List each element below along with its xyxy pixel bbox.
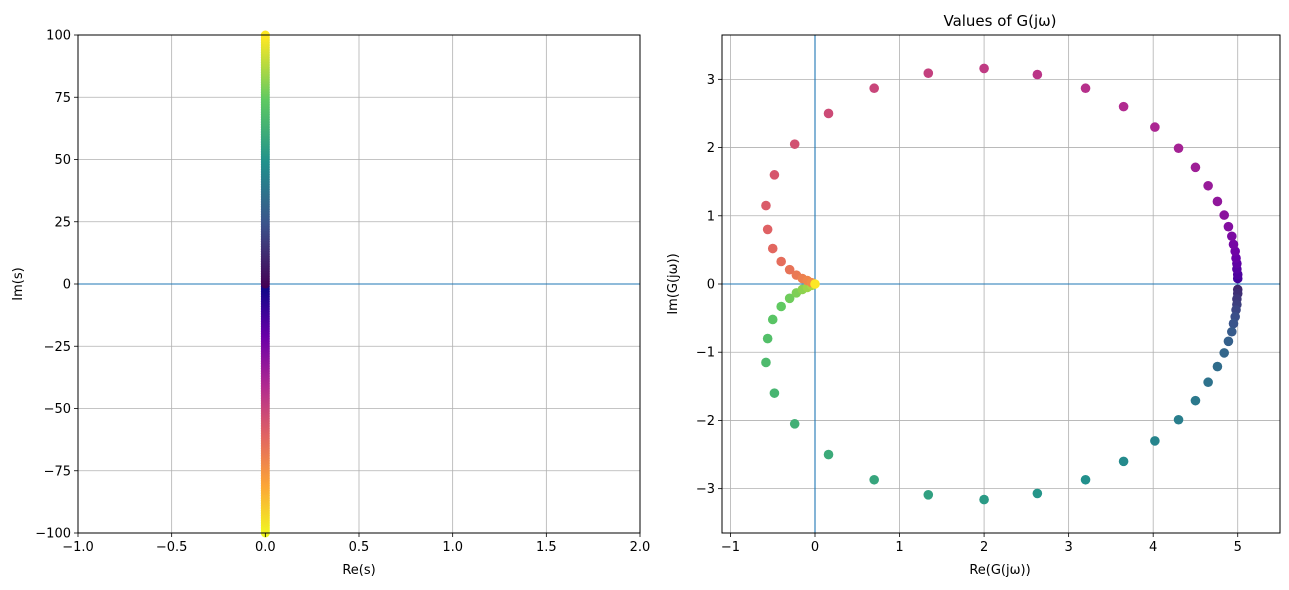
left-y-ticks: −100 −75 −50 −25 0 25 50 75 100: [35, 29, 78, 542]
right-point: [1223, 336, 1234, 347]
right-point: [1150, 436, 1160, 446]
right-point: [923, 68, 934, 79]
left-ytick-label: −75: [44, 464, 71, 479]
left-ytick-label: 100: [46, 29, 71, 44]
left-xtick-label: −1.0: [62, 540, 94, 555]
right-y-ticks: −3 −2 −1 0 1 2 3: [696, 73, 722, 497]
right-point: [869, 83, 879, 94]
right-point: [1173, 414, 1184, 425]
left-xtick-label: 0.0: [255, 540, 276, 555]
right-x-ticks: −1 0 1 2 3 4 5: [721, 533, 1242, 555]
right-point: [767, 243, 778, 254]
left-ytick-label: 75: [54, 91, 71, 106]
right-point: [1228, 239, 1239, 250]
right-point: [1203, 377, 1213, 388]
left-ytick-label: 50: [54, 153, 71, 168]
right-point: [1190, 162, 1201, 173]
left-ytick-label: −100: [35, 527, 71, 542]
right-point: [1118, 456, 1129, 467]
right-point: [869, 474, 879, 485]
right-point: [1227, 326, 1237, 337]
right-point: [776, 301, 786, 312]
right-point: [979, 494, 989, 505]
right-point: [1118, 101, 1129, 112]
right-point: [823, 449, 834, 460]
right-point: [1190, 395, 1201, 406]
right-xtick-label: 4: [1149, 540, 1157, 555]
right-ytick-label: 0: [707, 278, 715, 293]
right-point: [769, 388, 780, 398]
right-point: [784, 264, 795, 275]
left-ytick-label: −50: [44, 402, 71, 417]
right-point: [1080, 83, 1091, 94]
right-ytick-label: 3: [707, 73, 715, 88]
left-y-axis-label: Im(s): [11, 267, 26, 300]
right-point: [762, 224, 773, 235]
right-point: [762, 333, 773, 344]
right-point: [1032, 69, 1043, 80]
right-point: [1203, 180, 1213, 191]
right-point: [1227, 231, 1237, 242]
right-point: [923, 489, 934, 500]
left-xtick-label: 0.5: [349, 540, 370, 555]
left-ytick-label: 25: [54, 215, 71, 230]
left-xtick-label: −0.5: [156, 540, 188, 555]
left-ytick-label: 0: [63, 278, 71, 293]
right-point: [1219, 348, 1229, 358]
right-point: [1219, 210, 1229, 220]
right-ytick-label: −3: [696, 482, 715, 497]
right-xtick-label: 2: [980, 540, 988, 555]
right-point: [1223, 221, 1234, 232]
left-points: [260, 30, 270, 538]
left-xtick-label: 1.5: [536, 540, 557, 555]
right-xtick-label: 3: [1064, 540, 1072, 555]
right-point: [979, 63, 989, 74]
right-x-axis-label: Re(G(jω)): [969, 563, 1030, 578]
right-ytick-label: −2: [696, 414, 715, 429]
right-point: [1212, 361, 1223, 372]
right-title: Values of G(jω): [943, 12, 1056, 30]
left-xtick-label: 2.0: [630, 540, 651, 555]
right-xtick-label: −1: [721, 540, 740, 555]
right-point: [784, 293, 795, 304]
right-point: [823, 108, 834, 119]
left-x-axis-label: Re(s): [342, 563, 375, 578]
right-ytick-label: −1: [696, 346, 715, 361]
right-point: [1150, 122, 1160, 132]
right-point: [761, 200, 771, 211]
right-point: [1080, 474, 1091, 485]
right-points: [761, 63, 1243, 505]
left-ytick-label: −25: [44, 340, 71, 355]
right-xtick-label: 5: [1234, 540, 1242, 555]
right-ytick-label: 2: [707, 141, 715, 156]
right-point: [1173, 143, 1184, 154]
right-ytick-label: 1: [707, 209, 715, 224]
right-point: [761, 357, 771, 368]
right-point: [776, 256, 786, 267]
left-plot-s-plane: −1.0 −0.5 0.0 0.5 1.0 1.5 2.0 −100 −75 −50 −25 0 25…: [11, 29, 650, 579]
right-plot-g-values: −1 0 1 2 3 4 5 −3 −2 −1 0 1 2 3 Values of G(jω) Re(G…: [666, 12, 1281, 578]
right-point: [769, 170, 780, 180]
right-point: [1032, 488, 1043, 499]
right-point: [810, 279, 820, 289]
right-xtick-label: 0: [811, 540, 819, 555]
right-xtick-label: 1: [895, 540, 903, 555]
left-xtick-label: 1.0: [442, 540, 463, 555]
right-point: [789, 139, 800, 149]
right-point: [1212, 196, 1223, 207]
right-point: [1228, 318, 1239, 329]
right-point: [767, 314, 778, 325]
right-point: [789, 419, 800, 429]
left-x-ticks: −1.0 −0.5 0.0 0.5 1.0 1.5 2.0: [62, 533, 650, 555]
right-y-axis-label: Im(G(jω)): [666, 253, 681, 314]
